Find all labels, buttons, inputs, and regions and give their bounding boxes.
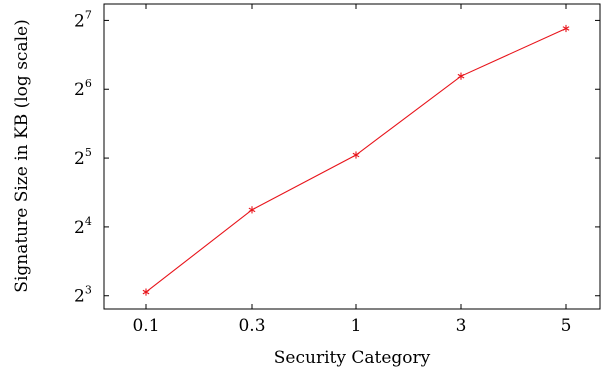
data-point-marker xyxy=(457,72,465,80)
axis-ticks xyxy=(104,4,600,309)
y-tick-label: 24 xyxy=(74,215,92,238)
x-tick-label: 5 xyxy=(561,316,572,336)
y-tick-label: 23 xyxy=(74,284,92,307)
y-axis-title: Signature Size in KB (log scale) xyxy=(12,19,32,292)
series-group xyxy=(142,24,570,296)
y-tick-labels: 23 24 25 26 27 xyxy=(74,8,92,306)
y-tick-label: 25 xyxy=(74,146,92,169)
series-line xyxy=(145,27,567,293)
data-point-marker xyxy=(248,206,256,214)
x-tick-label: 0.3 xyxy=(238,316,265,336)
x-tick-label: 3 xyxy=(456,316,467,336)
y-tick-label: 26 xyxy=(74,77,92,100)
x-tick-label: 1 xyxy=(351,316,362,336)
data-point-marker xyxy=(562,24,570,33)
data-point-marker xyxy=(352,151,360,159)
plot-frame xyxy=(103,3,601,310)
plot-border xyxy=(103,3,601,310)
y-tick-label: 27 xyxy=(74,8,92,31)
data-point-marker xyxy=(142,288,150,296)
x-tick-label: 0.1 xyxy=(132,316,159,336)
x-axis-title: Security Category xyxy=(274,348,431,368)
x-tick-labels: 0.1 0.3 1 3 5 xyxy=(132,316,571,336)
